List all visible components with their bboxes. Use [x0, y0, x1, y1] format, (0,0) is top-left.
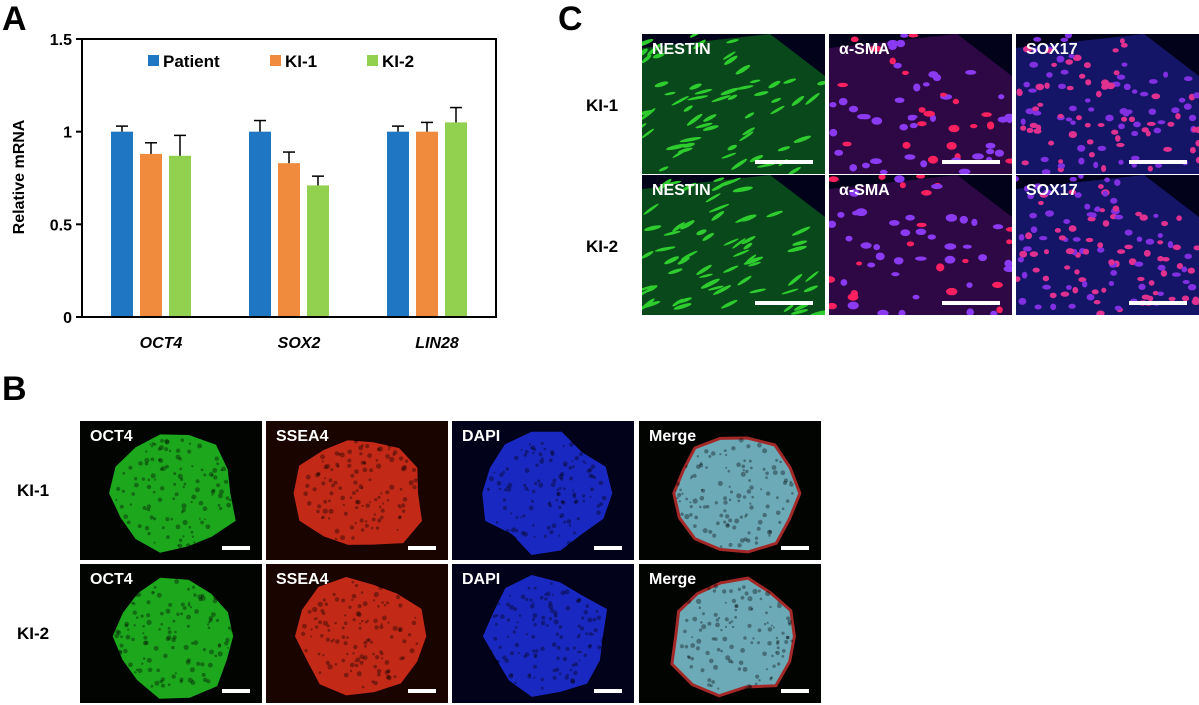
image-label: Merge: [649, 571, 697, 588]
image-panel: Merge: [639, 564, 821, 703]
image-panel: SSEA4: [266, 421, 448, 560]
image-label: DAPI: [462, 428, 501, 445]
micrograph-image: [639, 421, 821, 560]
scale-bar: [222, 689, 250, 693]
micrograph-image: [642, 175, 825, 315]
image-label: OCT4: [90, 571, 133, 588]
plot-frame: [81, 38, 497, 318]
image-label: α-SMA: [839, 41, 890, 58]
micrograph-image: [1016, 34, 1199, 174]
micrograph-image: [642, 34, 825, 174]
scale-bar: [942, 301, 1000, 305]
micrograph-image: [639, 564, 821, 703]
bar-patient-lin28: [387, 131, 409, 317]
scale-bar: [594, 689, 622, 693]
row-label: KI-1: [17, 481, 50, 500]
scale-bar: [594, 546, 622, 550]
x-tick-label: LIN28: [415, 335, 459, 352]
scale-bar: [1129, 301, 1187, 305]
micrograph-image: [829, 175, 1012, 315]
image-panel: SOX17: [1016, 34, 1199, 174]
bar-ki-2-lin28: [445, 122, 467, 318]
micrograph-image: [266, 564, 448, 703]
y-tick-label: 0: [63, 310, 72, 327]
micrograph-image: [80, 421, 262, 560]
scale-bar: [755, 160, 813, 164]
image-label: Merge: [649, 428, 697, 445]
scale-bar: [781, 546, 809, 550]
micrograph-image: [266, 421, 448, 560]
image-panel: DAPI: [452, 564, 634, 703]
legend-swatch: [367, 55, 378, 66]
bar-patient-sox2: [249, 131, 271, 317]
bar-ki-1-oct4: [140, 153, 162, 317]
image-panel: NESTIN: [642, 175, 825, 315]
image-label: NESTIN: [652, 41, 711, 58]
bar-ki-1-sox2: [278, 163, 300, 317]
image-panel: SOX17: [1016, 175, 1199, 315]
scale-bar: [755, 301, 813, 305]
y-tick-label: 1: [63, 125, 72, 142]
scale-bar: [942, 160, 1000, 164]
image-panel: α-SMA: [829, 175, 1012, 315]
bar-patient-oct4: [111, 131, 133, 317]
y-tick-label: 1.5: [50, 32, 72, 49]
bar-ki-2-oct4: [169, 155, 191, 317]
legend-label: KI-2: [382, 52, 414, 71]
image-label: NESTIN: [652, 182, 711, 199]
micrograph-image: [829, 34, 1012, 174]
micrograph-image: [80, 564, 262, 703]
image-panel: Merge: [639, 421, 821, 560]
row-label: KI-2: [17, 624, 50, 643]
scale-bar: [222, 546, 250, 550]
y-axis-label: Relative mRNA: [11, 119, 28, 234]
x-tick-label: SOX2: [278, 335, 321, 352]
legend-label: KI-1: [285, 52, 317, 71]
scale-bar: [1129, 160, 1187, 164]
micrograph-image: [1016, 175, 1199, 315]
image-label: OCT4: [90, 428, 133, 445]
image-label: SOX17: [1026, 41, 1078, 58]
image-label: SSEA4: [276, 571, 329, 588]
micrograph-image: [452, 564, 634, 703]
legend-label: Patient: [163, 52, 220, 71]
image-panel: OCT4: [80, 564, 262, 703]
legend-swatch: [148, 55, 159, 66]
panel-letter-b: B: [2, 370, 27, 408]
bar-ki-2-sox2: [307, 185, 329, 317]
image-panel: NESTIN: [642, 34, 825, 174]
bar-chart: Relative mRNA 0 0.5 1 1.5 Patient KI-1 KI-2 O…: [11, 32, 497, 352]
scale-bar: [408, 546, 436, 550]
scale-bar: [408, 689, 436, 693]
image-label: SSEA4: [276, 428, 329, 445]
image-panel: α-SMA: [829, 34, 1012, 174]
x-tick-label: OCT4: [140, 335, 183, 352]
image-panel: SSEA4: [266, 564, 448, 703]
y-tick-label: 0.5: [50, 217, 72, 234]
row-label: KI-1: [586, 96, 619, 115]
legend-swatch: [270, 55, 281, 66]
scale-bar: [781, 689, 809, 693]
row-label: KI-2: [586, 237, 619, 256]
micrograph-image: [452, 421, 634, 560]
image-label: α-SMA: [839, 182, 890, 199]
panel-letter-c: C: [558, 0, 583, 38]
image-label: DAPI: [462, 571, 501, 588]
panel-letter-a: A: [2, 0, 27, 38]
image-panel: OCT4: [80, 421, 262, 560]
bar-ki-1-lin28: [416, 131, 438, 317]
image-label: SOX17: [1026, 182, 1078, 199]
image-panel: DAPI: [452, 421, 634, 560]
